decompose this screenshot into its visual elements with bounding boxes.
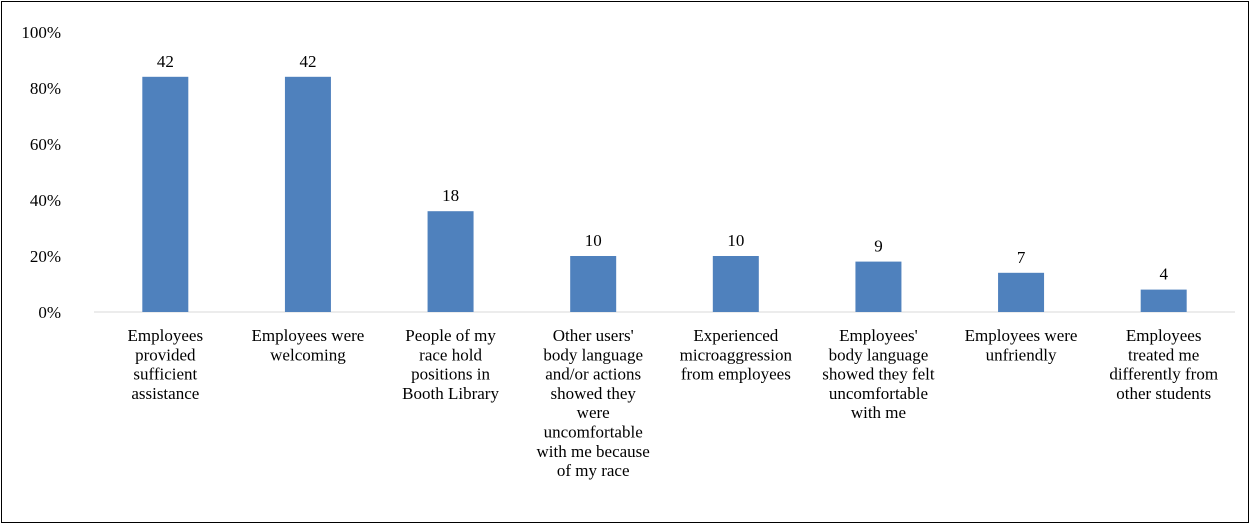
data-label: 10 xyxy=(585,231,602,250)
category-label-line: unfriendly xyxy=(986,345,1057,364)
category-label-line: uncomfortable xyxy=(544,423,643,442)
category-label: Employees were welcoming xyxy=(252,326,365,364)
category-label-line: body language xyxy=(543,345,643,364)
category-label: Employees were unfriendly xyxy=(965,326,1078,364)
category-label-line: with me xyxy=(851,403,906,422)
y-tick-label: 60% xyxy=(30,135,61,154)
category-label-line: race hold xyxy=(419,345,482,364)
category-label-line: Employees were xyxy=(965,326,1078,345)
data-label: 42 xyxy=(299,52,316,71)
category-label-line: differently from xyxy=(1109,365,1218,384)
category-label-line: provided xyxy=(135,345,196,364)
data-label: 9 xyxy=(874,237,883,256)
data-label: 10 xyxy=(727,231,744,250)
category-label-line: sufficient xyxy=(133,365,197,384)
data-label: 7 xyxy=(1017,248,1026,267)
category-label-line: showed they felt xyxy=(822,365,935,384)
category-label-line: Employees xyxy=(1126,326,1202,345)
category-label-line: with me because xyxy=(537,442,650,461)
bar[interactable] xyxy=(998,272,1045,312)
category-label-line: People of my xyxy=(405,326,496,345)
category-label-line: showed they xyxy=(550,384,636,403)
category-label-line: positions in xyxy=(411,365,490,384)
data-label: 42 xyxy=(157,52,174,71)
y-tick-label: 100% xyxy=(21,23,61,42)
data-label: 4 xyxy=(1159,265,1168,284)
category-label-line: body language xyxy=(829,345,929,364)
bar[interactable] xyxy=(1140,289,1187,312)
data-label: 18 xyxy=(442,186,459,205)
bar[interactable] xyxy=(712,256,759,312)
category-label-line: Experienced xyxy=(693,326,778,345)
category-label-line: Employees xyxy=(128,326,204,345)
y-tick-label: 20% xyxy=(30,247,61,266)
category-label: Other users' body language and/or actions s… xyxy=(537,326,650,480)
bar[interactable] xyxy=(142,76,189,312)
y-tick-label: 80% xyxy=(30,79,61,98)
category-label-line: Employees were xyxy=(252,326,365,345)
y-tick-label: 0% xyxy=(38,303,61,322)
category-label-line: were xyxy=(577,403,610,422)
category-label: Employees' body language showed they felt u… xyxy=(822,326,935,422)
y-tick-label: 40% xyxy=(30,191,61,210)
category-label: People of my race hold positions in Booth L… xyxy=(402,326,499,403)
category-label-line: treated me xyxy=(1128,345,1199,364)
category-label: Experienced microaggression from employees xyxy=(680,326,793,384)
category-label-line: microaggression xyxy=(680,345,793,364)
category-label: Employees provided sufficient assistance xyxy=(128,326,204,403)
category-label-line: of my race xyxy=(557,461,630,480)
category-label-line: Employees' xyxy=(839,326,918,345)
category-label-line: Booth Library xyxy=(402,384,499,403)
bar[interactable] xyxy=(284,76,331,312)
category-label-line: welcoming xyxy=(270,345,346,364)
bar[interactable] xyxy=(855,261,902,312)
category-label-line: uncomfortable xyxy=(829,384,928,403)
category-label-line: from employees xyxy=(681,365,791,384)
category-label-line: and/or actions xyxy=(545,365,641,384)
category-label-line: Other users' xyxy=(553,326,634,345)
category-label-line: assistance xyxy=(131,384,199,403)
category-label: Employees treated me differently from other… xyxy=(1109,326,1218,403)
category-label-line: other students xyxy=(1116,384,1211,403)
bar[interactable] xyxy=(570,256,617,312)
bar[interactable] xyxy=(427,211,474,312)
